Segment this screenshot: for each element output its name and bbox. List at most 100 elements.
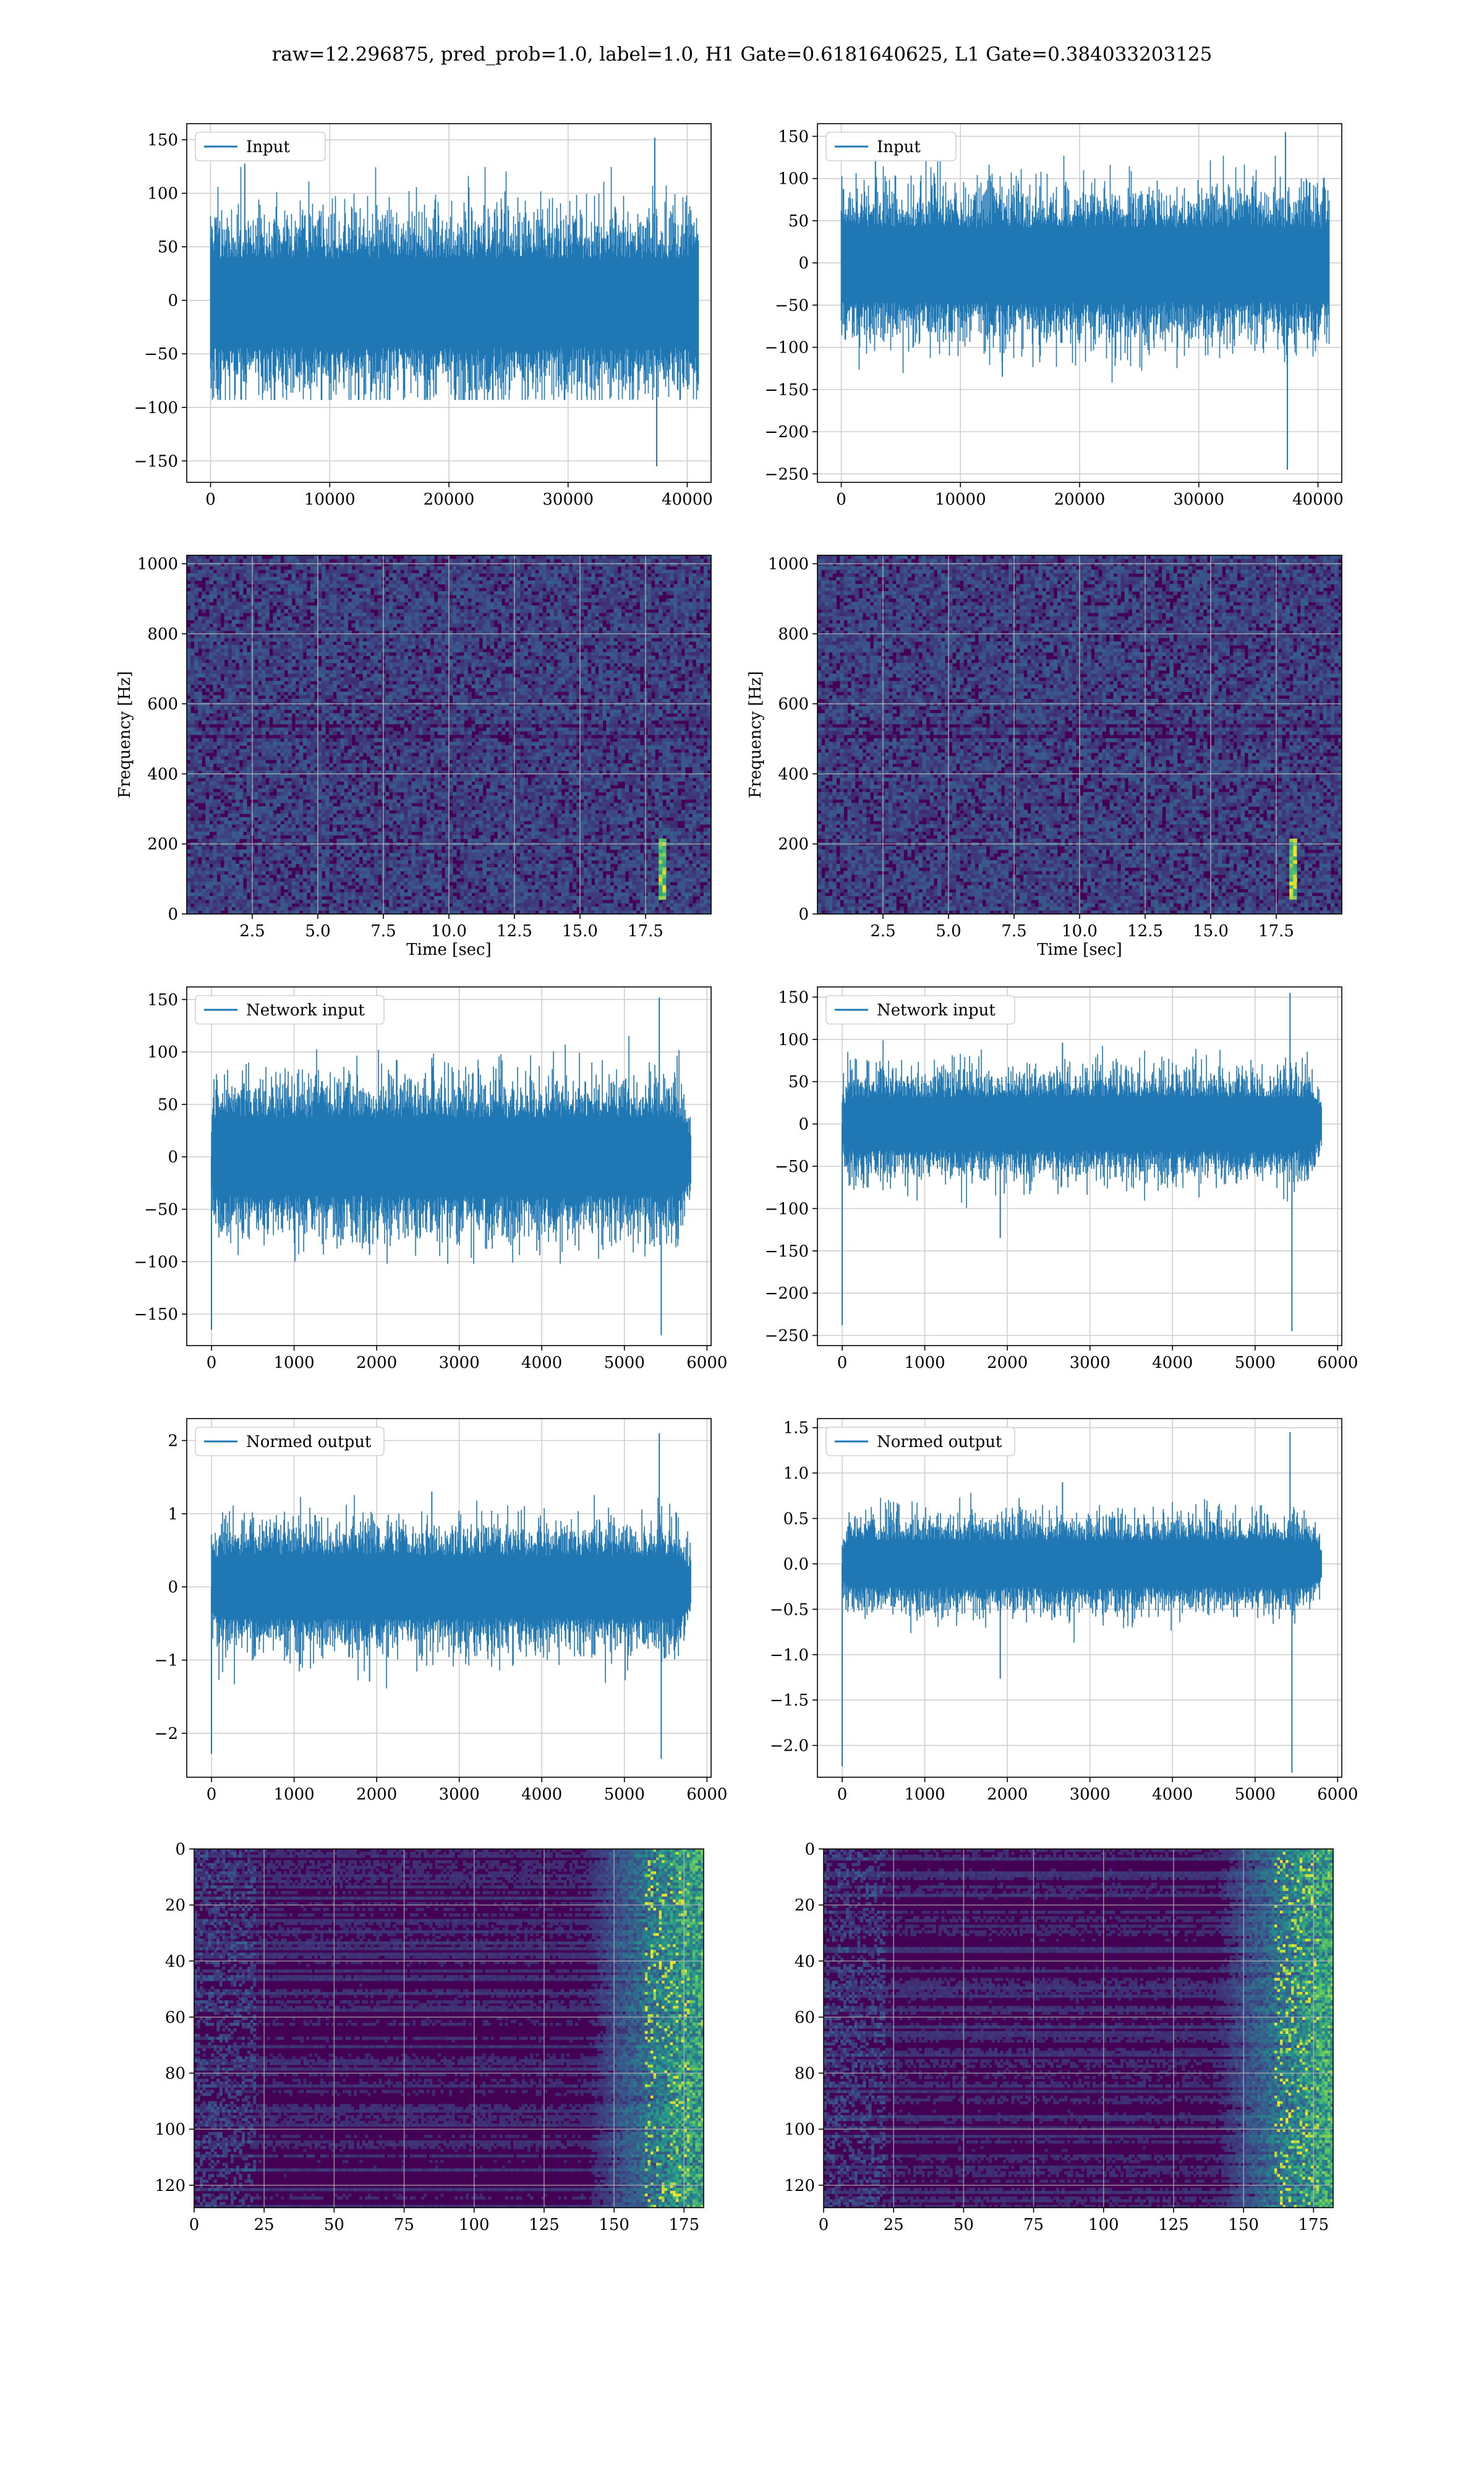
heat-cell xyxy=(693,584,697,587)
heat-cell xyxy=(356,581,360,584)
heat-cell xyxy=(501,623,506,627)
heat-cell xyxy=(625,555,629,559)
heat-cell xyxy=(359,613,364,617)
heat-cell xyxy=(550,599,555,602)
heat-cell xyxy=(479,602,483,605)
heat-cell xyxy=(505,599,510,602)
heat-cell xyxy=(625,591,629,595)
heat-cell xyxy=(662,563,667,566)
heat-cell xyxy=(224,581,229,584)
heat-cell xyxy=(276,566,281,570)
heat-cell xyxy=(520,609,524,613)
heat-cell xyxy=(187,577,191,581)
heat-cell xyxy=(673,573,678,577)
heat-cell xyxy=(659,623,663,627)
heat-cell xyxy=(509,627,513,631)
heat-cell xyxy=(336,623,341,627)
heat-cell xyxy=(595,584,599,587)
heat-cell xyxy=(700,573,704,577)
heat-cell xyxy=(356,563,360,566)
heat-cell xyxy=(569,617,573,620)
heat-cell xyxy=(232,587,236,591)
heat-cell xyxy=(542,555,547,559)
heat-cell xyxy=(685,559,689,563)
heat-cell xyxy=(471,559,475,563)
heat-cell xyxy=(535,613,539,617)
heat-cell xyxy=(276,581,281,584)
heat-cell xyxy=(209,627,213,631)
heat-cell xyxy=(479,595,483,599)
heat-cell xyxy=(618,581,622,584)
heat-cell xyxy=(595,605,599,609)
heat-cell xyxy=(479,627,483,631)
input-l1-legend-label: Input xyxy=(877,138,921,156)
heat-cell xyxy=(505,570,510,573)
heat-cell xyxy=(595,620,599,623)
heat-cell xyxy=(367,595,371,599)
heat-cell xyxy=(209,613,213,617)
heat-cell xyxy=(198,570,202,573)
heat-cell xyxy=(325,609,330,613)
heat-cell xyxy=(247,563,251,566)
heat-cell xyxy=(262,591,266,595)
heat-cell xyxy=(573,563,577,566)
heat-cell xyxy=(681,595,686,599)
heat-cell xyxy=(378,587,382,591)
heat-cell xyxy=(591,573,595,577)
heat-cell xyxy=(363,591,367,595)
heat-cell xyxy=(505,620,510,623)
heat-cell xyxy=(595,570,599,573)
heat-cell xyxy=(475,620,479,623)
heat-cell xyxy=(494,566,498,570)
heat-cell xyxy=(494,595,498,599)
heat-cell xyxy=(228,555,232,559)
heat-cell xyxy=(614,605,618,609)
heat-cell xyxy=(296,559,300,563)
heat-cell xyxy=(190,602,195,605)
heat-cell xyxy=(704,566,708,570)
heat-cell xyxy=(614,573,618,577)
heat-cell xyxy=(299,613,304,617)
heat-cell xyxy=(550,620,555,623)
heat-cell xyxy=(254,605,258,609)
heat-cell xyxy=(407,566,412,570)
heat-cell xyxy=(336,559,341,563)
heat-cell xyxy=(700,595,704,599)
heat-cell xyxy=(276,555,281,559)
heat-cell xyxy=(389,605,393,609)
heat-cell xyxy=(629,599,633,602)
heat-cell xyxy=(404,599,408,602)
heat-cell xyxy=(565,573,569,577)
heat-cell xyxy=(573,566,577,570)
heat-cell xyxy=(276,559,281,563)
heat-cell xyxy=(434,613,438,617)
heat-cell xyxy=(221,605,225,609)
heat-cell xyxy=(475,566,479,570)
heat-cell xyxy=(385,605,390,609)
heat-cell xyxy=(292,591,296,595)
heat-cell xyxy=(618,559,622,563)
heat-cell xyxy=(659,555,663,559)
heat-cell xyxy=(693,563,697,566)
heat-cell xyxy=(194,559,198,563)
heat-cell xyxy=(348,595,352,599)
heat-cell xyxy=(471,566,475,570)
heat-cell xyxy=(438,620,442,623)
x-tick-label: 0 xyxy=(205,490,216,509)
heat-cell xyxy=(625,587,629,591)
heat-cell xyxy=(370,627,375,631)
heat-cell xyxy=(407,591,412,595)
heat-cell xyxy=(423,599,427,602)
heat-cell xyxy=(618,587,622,591)
heat-cell xyxy=(307,605,311,609)
heat-cell xyxy=(254,587,258,591)
heat-cell xyxy=(524,591,528,595)
heat-cell xyxy=(318,581,322,584)
heat-cell xyxy=(479,591,483,595)
heat-cell xyxy=(629,623,633,627)
heat-cell xyxy=(685,599,689,602)
heat-cell xyxy=(348,573,352,577)
heat-cell xyxy=(542,577,547,581)
heat-cell xyxy=(307,599,311,602)
heat-cell xyxy=(407,581,412,584)
